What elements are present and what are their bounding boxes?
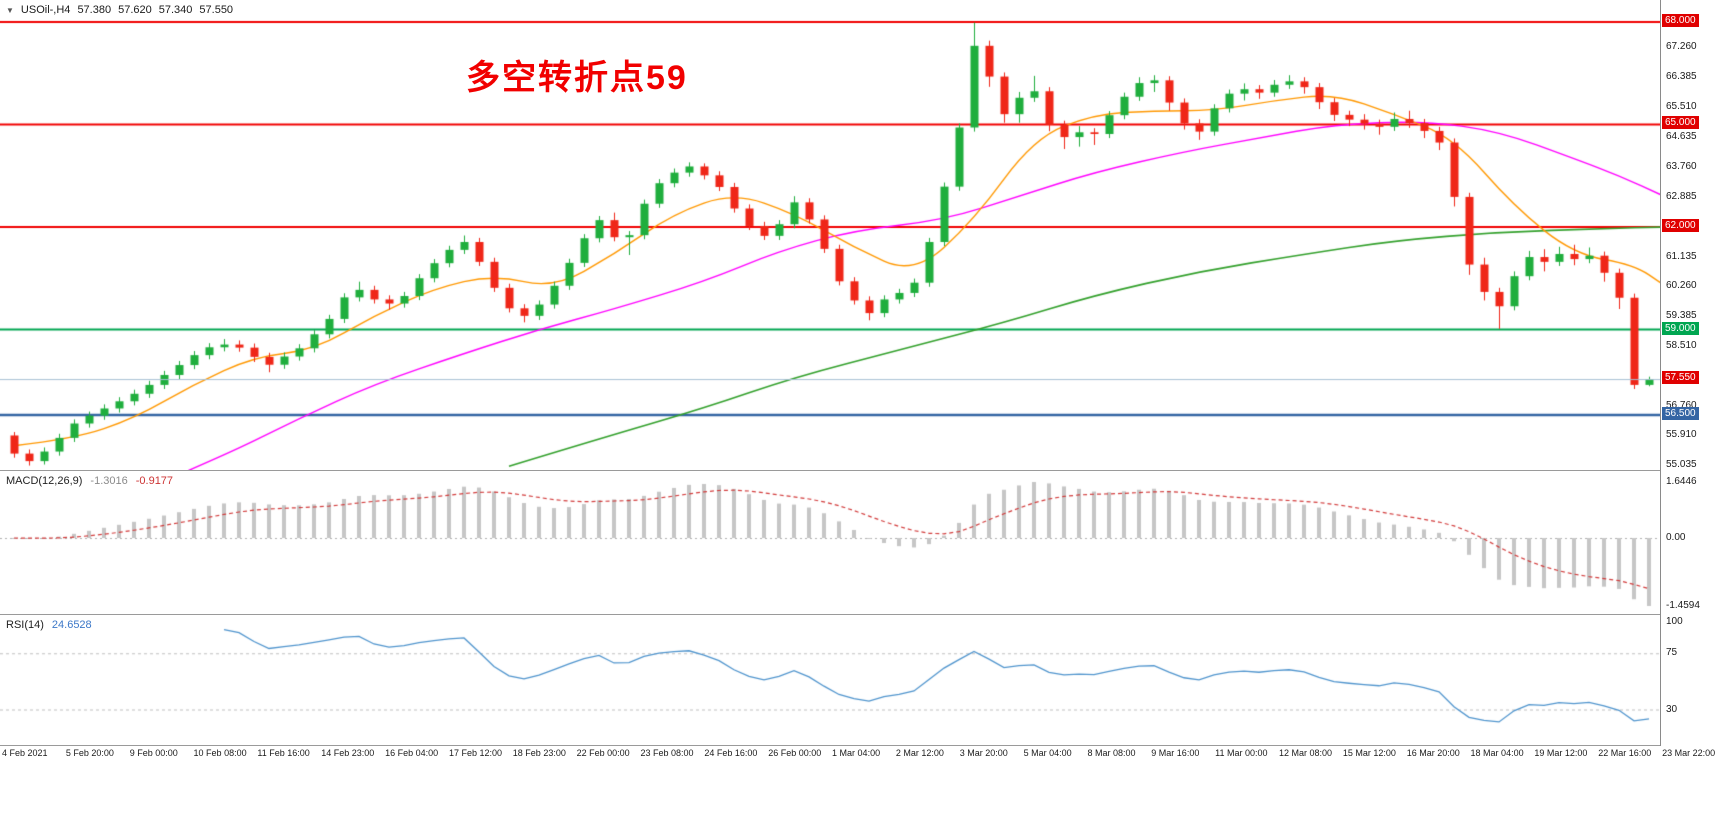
macd-name: MACD(12,26,9)	[6, 475, 83, 487]
panel-divider[interactable]	[0, 745, 1722, 746]
time-axis-label: 5 Mar 04:00	[1023, 748, 1072, 758]
price-axis-label: 63.760	[1666, 160, 1697, 172]
panel-divider[interactable]	[0, 614, 1722, 615]
price-level-badge: 56.500	[1662, 406, 1699, 420]
price-axis-label: 67.260	[1666, 41, 1697, 53]
price-axis[interactable]: 67.260 66.385 65.510 64.635 63.760 62.885 61.1…	[1660, 0, 1722, 746]
rsi-axis-label: 30	[1666, 703, 1678, 715]
panel-divider[interactable]	[0, 470, 1722, 471]
price-level-badge: 65.000	[1662, 116, 1699, 130]
time-axis-label: 15 Mar 12:00	[1342, 748, 1396, 758]
time-axis-label: 12 Mar 08:00	[1279, 748, 1333, 758]
one-click-trading-toggle-icon[interactable]: ▼	[6, 6, 14, 15]
rsi-axis-label: 75	[1666, 647, 1678, 659]
time-axis-label: 9 Mar 16:00	[1151, 748, 1200, 758]
time-axis-label: 18 Feb 23:00	[512, 748, 566, 758]
price-axis-label: 65.510	[1666, 100, 1697, 112]
price-axis-label: 55.910	[1666, 429, 1697, 441]
close-value: 57.550	[199, 4, 234, 16]
time-axis[interactable]: 4 Feb 2021 5 Feb 20:00 9 Feb 00:00 10 Feb 0…	[0, 746, 1722, 766]
time-axis-label: 17 Feb 12:00	[448, 748, 502, 758]
symbol-label: USOil-,H4	[20, 4, 71, 16]
time-axis-label: 16 Mar 20:00	[1406, 748, 1460, 758]
low-value: 57.340	[158, 4, 193, 16]
time-axis-label: 5 Feb 20:00	[65, 748, 114, 758]
chart-annotation-text[interactable]: 多空转折点59	[466, 59, 688, 97]
time-axis-label: 26 Feb 00:00	[768, 748, 822, 758]
symbol-header: ▼ USOil-,H4 57.380 57.620 57.340 57.550	[6, 4, 240, 16]
macd-axis-label: -1.4594	[1666, 600, 1700, 611]
time-axis-label: 10 Feb 08:00	[193, 748, 247, 758]
price-level-badge: 68.000	[1662, 13, 1699, 27]
time-axis-label: 22 Mar 16:00	[1598, 748, 1652, 758]
rsi-value: 24.6528	[51, 619, 92, 631]
macd-main-value: -1.3016	[90, 475, 128, 487]
price-level-badge: 62.000	[1662, 218, 1699, 232]
time-axis-label: 9 Feb 00:00	[129, 748, 178, 758]
time-axis-label: 18 Mar 04:00	[1470, 748, 1524, 758]
price-chart-canvas[interactable]	[0, 0, 1660, 470]
rsi-axis-label: 100	[1666, 616, 1683, 627]
time-axis-label: 24 Feb 16:00	[704, 748, 758, 758]
price-axis-label: 59.385	[1666, 310, 1697, 322]
rsi-indicator-label: RSI(14) 24.6528	[6, 619, 100, 631]
price-level-badge: 59.000	[1662, 321, 1699, 335]
macd-axis-label: 0.00	[1666, 531, 1686, 543]
time-axis-label: 11 Feb 16:00	[257, 748, 310, 758]
macd-canvas[interactable]	[0, 471, 1660, 615]
time-axis-label: 11 Mar 00:00	[1215, 748, 1268, 758]
time-axis-label: 14 Feb 23:00	[321, 748, 375, 758]
time-axis-label: 22 Feb 00:00	[576, 748, 630, 758]
time-axis-label: 16 Feb 04:00	[385, 748, 439, 758]
open-value: 57.380	[77, 4, 112, 16]
price-level-badge: 57.550	[1662, 371, 1699, 385]
price-axis-label: 61.135	[1666, 250, 1697, 262]
price-axis-label: 64.635	[1666, 130, 1697, 142]
rsi-canvas[interactable]	[0, 615, 1660, 746]
high-value: 57.620	[118, 4, 152, 16]
time-axis-label: 19 Mar 12:00	[1534, 748, 1588, 758]
time-axis-label: 1 Mar 04:00	[832, 748, 881, 758]
price-axis-label: 60.260	[1666, 280, 1697, 292]
rsi-name: RSI(14)	[6, 619, 44, 631]
macd-axis-label: 1.6446	[1666, 476, 1697, 487]
time-axis-label: 4 Feb 2021	[2, 748, 48, 758]
price-axis-label: 62.885	[1666, 190, 1697, 202]
price-axis-label: 55.035	[1666, 459, 1697, 471]
time-axis-label: 3 Mar 20:00	[959, 748, 1008, 758]
time-axis-label: 8 Mar 08:00	[1087, 748, 1136, 758]
time-axis-label: 23 Feb 08:00	[640, 748, 694, 758]
price-axis-label: 58.510	[1666, 340, 1697, 352]
macd-signal-value: -0.9177	[135, 475, 174, 487]
macd-indicator-label: MACD(12,26,9) -1.3016 -0.9177	[6, 475, 181, 487]
time-axis-label: 2 Mar 12:00	[895, 748, 944, 758]
price-axis-label: 56.760	[1666, 400, 1697, 412]
price-axis-label: 66.385	[1666, 71, 1697, 83]
time-axis-label: 23 Mar 22:00	[1662, 748, 1716, 758]
